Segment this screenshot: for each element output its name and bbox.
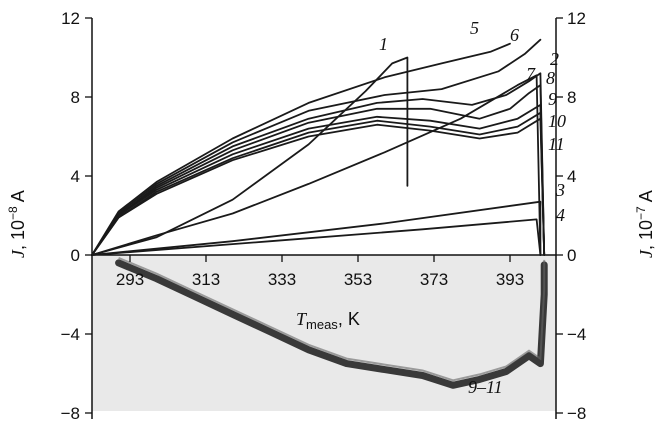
series-line-5 xyxy=(91,42,511,256)
curve-label-6: 6 xyxy=(510,25,519,45)
x-tick-label: 393 xyxy=(496,270,524,289)
x-tick-label: 353 xyxy=(344,270,372,289)
curve-label-4: 4 xyxy=(556,205,565,225)
y-tick-label-left: 4 xyxy=(71,167,80,186)
series-line-10 xyxy=(91,111,546,256)
curve-label-8: 8 xyxy=(546,68,555,88)
curve-label-7: 7 xyxy=(526,64,536,84)
series-band-edge xyxy=(118,256,546,382)
curve-label-9: 9 xyxy=(548,89,557,109)
series-line-8 xyxy=(91,84,546,256)
y-tick-label-left: −8 xyxy=(61,404,80,423)
y-axis-label-right: J, 10−7 A xyxy=(634,190,656,258)
y-tick-label-right: −4 xyxy=(567,325,586,344)
curve-label-2: 2 xyxy=(550,49,559,69)
curve-label-9-11: 9–11 xyxy=(468,377,503,397)
curve-label-1: 1 xyxy=(379,34,388,54)
y-tick-label-right: −8 xyxy=(567,404,586,423)
y-tick-label-right: 12 xyxy=(567,9,586,28)
curve-label-11: 11 xyxy=(548,134,565,154)
y-tick-label-right: 4 xyxy=(567,167,576,186)
series-line-2 xyxy=(91,74,542,256)
curve-label-3: 3 xyxy=(555,180,565,200)
y-tick-label-left: 0 xyxy=(71,246,80,265)
y-tick-label-left: −4 xyxy=(61,325,80,344)
x-axis-label: Tmeas, K xyxy=(296,309,360,332)
y-axis-label-left: J, 10−8 A xyxy=(6,190,28,258)
x-tick-label: 293 xyxy=(116,270,144,289)
series-line-4 xyxy=(91,218,542,256)
series-line-7 xyxy=(91,72,546,256)
series-line-11 xyxy=(91,117,546,256)
x-tick-label: 373 xyxy=(420,270,448,289)
series-line-3 xyxy=(91,200,542,256)
series-line-6 xyxy=(91,38,542,256)
series-layer xyxy=(91,38,548,389)
y-tick-label-left: 12 xyxy=(61,9,80,28)
series-line-9 xyxy=(91,104,546,256)
series-line-9-11 xyxy=(115,259,548,389)
x-tick-label: 333 xyxy=(268,270,296,289)
curve-label-10: 10 xyxy=(548,111,566,131)
y-tick-label-right: 8 xyxy=(567,88,576,107)
y-tick-label-right: 0 xyxy=(567,246,576,265)
y-tick-label-left: 8 xyxy=(71,88,80,107)
x-tick-label: 313 xyxy=(192,270,220,289)
curve-label-5: 5 xyxy=(470,18,479,38)
